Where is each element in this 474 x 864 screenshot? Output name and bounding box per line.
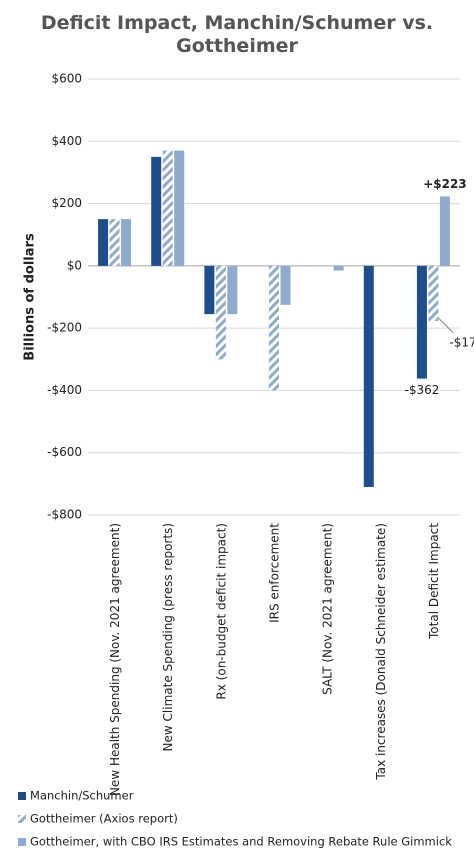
y-tick-label: $600 [51, 72, 82, 86]
x-tick-label: New Climate Spending (press reports) [161, 523, 175, 751]
bar [439, 196, 450, 266]
data-label: -$177 [449, 335, 474, 349]
data-label: -$362 [404, 383, 439, 397]
x-tick-label: Tax increases (Donald Schneider estimate… [374, 523, 388, 781]
bar [121, 219, 132, 266]
x-tick-label: IRS enforcement [268, 523, 282, 623]
bar [204, 265, 215, 315]
y-tick-label: $200 [51, 196, 82, 210]
leader-line [437, 316, 454, 334]
legend-swatch [18, 815, 26, 823]
bar [416, 265, 427, 379]
y-axis-label: Billions of dollars [23, 233, 38, 361]
y-tick-label: -$400 [47, 383, 82, 397]
y-tick-label: $400 [51, 134, 82, 148]
bar [98, 219, 109, 266]
y-tick-label: -$600 [47, 445, 82, 459]
bar [428, 265, 439, 321]
data-label: +$223 [423, 177, 466, 191]
bar [151, 156, 162, 266]
x-tick-label: Rx (on-budget deficit impact) [214, 523, 228, 700]
bar [363, 265, 374, 487]
bar [215, 265, 226, 360]
bar [109, 219, 120, 266]
x-tick-label: New Health Spending (Nov. 2021 agreement… [108, 523, 122, 796]
bar [227, 265, 238, 315]
bar [280, 265, 291, 305]
legend-swatch [18, 838, 26, 846]
y-tick-label: -$200 [47, 321, 82, 335]
bar [174, 150, 185, 266]
bar [333, 265, 344, 271]
legend-label: Gottheimer, with CBO IRS Estimates and R… [30, 835, 452, 849]
y-tick-label: $0 [67, 258, 82, 272]
legend-swatch [18, 792, 26, 800]
x-tick-label: SALT (Nov. 2021 agreement) [321, 523, 335, 695]
chart-title: Deficit Impact, Manchin/Schumer vs. Gott… [40, 12, 434, 57]
legend-label: Manchin/Schumer [30, 789, 134, 803]
legend-label: Gottheimer (Axios report) [30, 812, 178, 826]
y-tick-label: -$800 [47, 508, 82, 522]
bar [162, 150, 173, 266]
x-tick-label: Total Deficit Impact [427, 523, 441, 640]
bar [269, 265, 279, 391]
